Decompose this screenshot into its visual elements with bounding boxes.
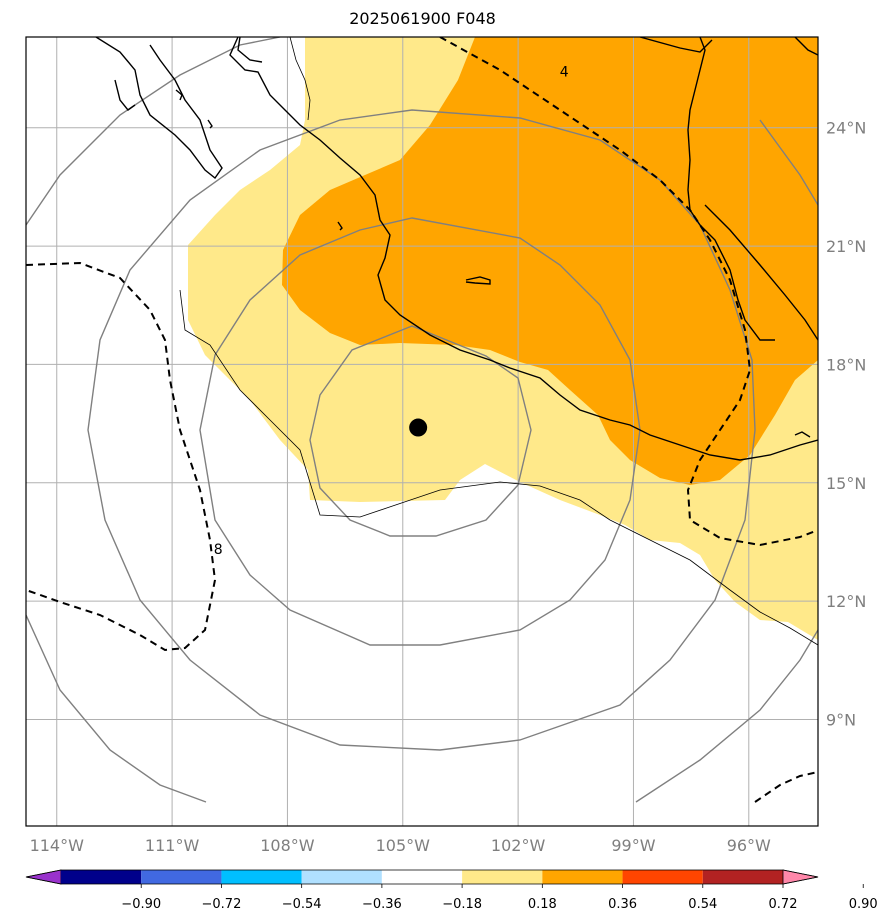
colorbar-extend-high (782, 869, 819, 885)
latitude-tick-label: 18°N (826, 355, 866, 374)
colorbar-segment (381, 870, 463, 884)
colorbar-segment (141, 870, 222, 884)
colorbar-tick-label: 0.36 (608, 897, 637, 912)
colorbar-outline (25, 869, 819, 885)
colorbar-tick-label: −0.54 (282, 897, 322, 912)
contour-label: 4 (560, 64, 569, 80)
map-frame (25, 36, 819, 827)
range-ring (309, 325, 532, 537)
range-ring-outer (26, 614, 207, 803)
range-ring-outer (26, 37, 281, 226)
coastline (95, 37, 818, 461)
contour-label: 8 (214, 542, 223, 558)
colorbar-extend-low (25, 869, 62, 885)
range-ring (87, 109, 756, 751)
map-title: 2025061900 F048 (349, 9, 496, 28)
latitude-tick-label: 21°N (826, 237, 866, 256)
colorbar-tick-label: −0.36 (362, 897, 402, 912)
latitude-tick-label: 15°N (826, 474, 866, 493)
latitude-tick-label: 9°N (826, 710, 856, 729)
latitude-labels: 9°N 12°N 15°N 18°N 21°N 24°N (826, 119, 866, 730)
shaded-regions (188, 37, 818, 640)
boundary-lines (179, 37, 818, 646)
range-ring-outer (635, 629, 818, 803)
colorbar-tick-label: −0.72 (202, 897, 242, 912)
colorbar-segment (301, 870, 382, 884)
longitude-tick-label: 105°W (376, 836, 431, 855)
colorbar-segment (702, 870, 783, 884)
dashed-contours (26, 37, 818, 803)
colorbar-tick-label: −0.18 (442, 897, 482, 912)
longitude-tick-label: 99°W (611, 836, 655, 855)
longitude-tick-label: 108°W (260, 836, 315, 855)
latitude-tick-label: 12°N (826, 592, 866, 611)
colorbar-segment (221, 870, 302, 884)
colorbar-tick-label: 0.18 (528, 897, 557, 912)
longitude-tick-label: 102°W (491, 836, 546, 855)
colorbar-tick-label: 0.90 (849, 897, 878, 912)
longitude-tick-label: 111°W (145, 836, 200, 855)
colorbar-segment (61, 870, 142, 884)
graticule (26, 37, 818, 826)
longitude-tick-label: 96°W (727, 836, 771, 855)
colorbar: −0.90 −0.72 −0.54 −0.36 −0.18 0.18 0.36 0.54 0.7… (25, 869, 878, 912)
colorbar-segment (622, 870, 703, 884)
range-ring-outer (759, 119, 818, 206)
latitude-tick-label: 24°N (826, 119, 866, 138)
colorbar-tick-label: 0.54 (688, 897, 717, 912)
range-rings (26, 37, 818, 803)
range-ring (199, 217, 641, 646)
contour-labels: 48 (214, 64, 569, 557)
colorbar-segment (462, 870, 543, 884)
orange-region (282, 37, 818, 485)
colorbar-tick-label: 0.72 (769, 897, 798, 912)
colorbar-tick-label: −0.90 (121, 897, 161, 912)
longitude-tick-label: 114°W (30, 836, 85, 855)
storm-center-marker (409, 418, 428, 437)
longitude-labels: 114°W 111°W 108°W 105°W 102°W 99°W 96°W (30, 836, 771, 855)
colorbar-segment (542, 870, 623, 884)
